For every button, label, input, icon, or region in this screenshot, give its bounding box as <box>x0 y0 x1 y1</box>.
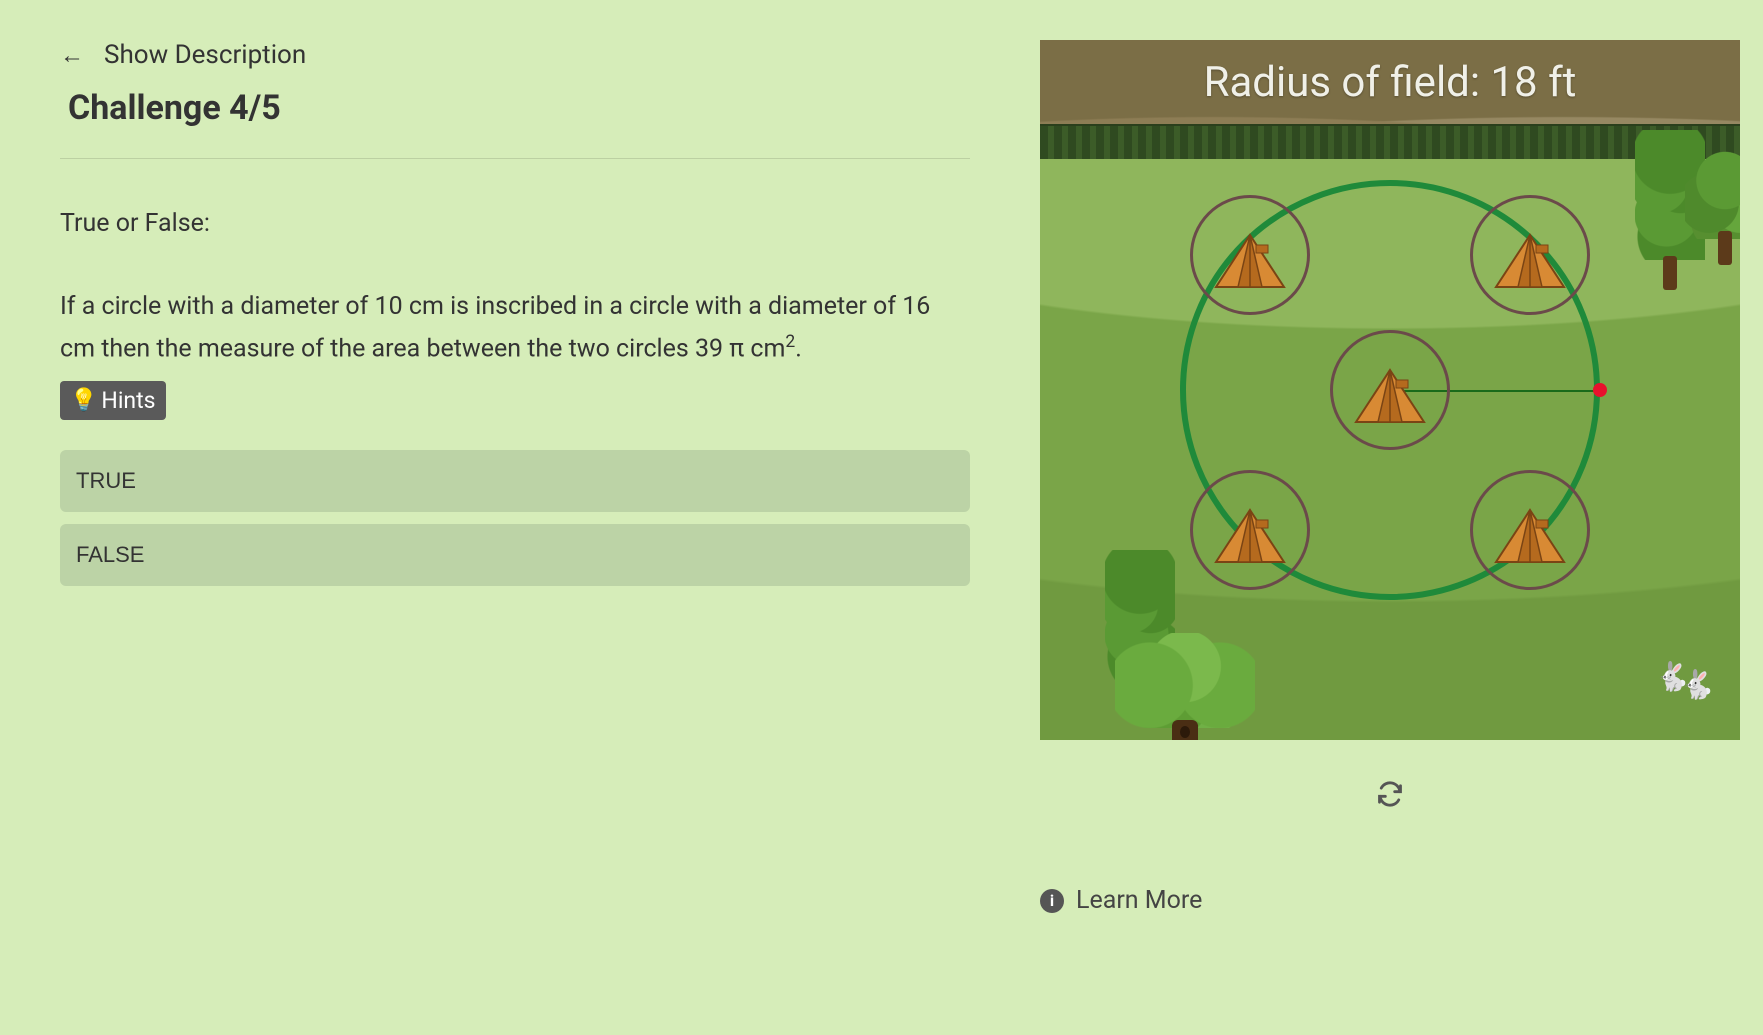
right-column: Radius of field: 18 ft <box>1040 40 1740 915</box>
challenge-title: Challenge 4/5 <box>68 88 970 128</box>
refresh-icon[interactable] <box>1376 780 1404 816</box>
page-root: ← Show Description Challenge 4/5 True or… <box>0 0 1763 955</box>
answer-option-false[interactable]: FALSE <box>60 524 970 586</box>
tent-icon <box>1212 231 1288 291</box>
answer-option-true[interactable]: TRUE <box>60 450 970 512</box>
left-column: ← Show Description Challenge 4/5 True or… <box>60 40 970 915</box>
radius-endpoint-dot <box>1593 383 1607 397</box>
tent-icon <box>1352 366 1428 426</box>
field-title: Radius of field: 18 ft <box>1040 58 1740 107</box>
hints-label: Hints <box>101 387 155 414</box>
show-description-button[interactable]: ← Show Description <box>60 40 970 70</box>
lightbulb-icon: 💡 <box>70 388 97 413</box>
tent-icon <box>1212 506 1288 566</box>
tree-icon <box>1110 630 1260 740</box>
divider <box>60 158 970 159</box>
tent-icon <box>1492 231 1568 291</box>
rabbit-icon: 🐇 <box>1680 668 1715 701</box>
scene: Radius of field: 18 ft <box>1040 40 1740 740</box>
hints-button[interactable]: 💡Hints <box>60 381 166 420</box>
learn-more-button[interactable]: i Learn More <box>1040 886 1740 915</box>
question-prompt: True or False: <box>60 203 970 246</box>
arrow-left-icon: ← <box>60 41 84 70</box>
refresh-row <box>1040 780 1740 816</box>
question-exponent: 2 <box>785 332 795 352</box>
show-description-label: Show Description <box>104 40 306 70</box>
question-body-post: . <box>795 334 802 363</box>
learn-more-label: Learn More <box>1076 886 1202 915</box>
info-icon: i <box>1040 889 1064 913</box>
tree-icon <box>1680 145 1740 265</box>
question-body: If a circle with a diameter of 10 cm is … <box>60 286 970 371</box>
tent-icon <box>1492 506 1568 566</box>
illustration: Radius of field: 18 ft <box>1040 40 1740 740</box>
